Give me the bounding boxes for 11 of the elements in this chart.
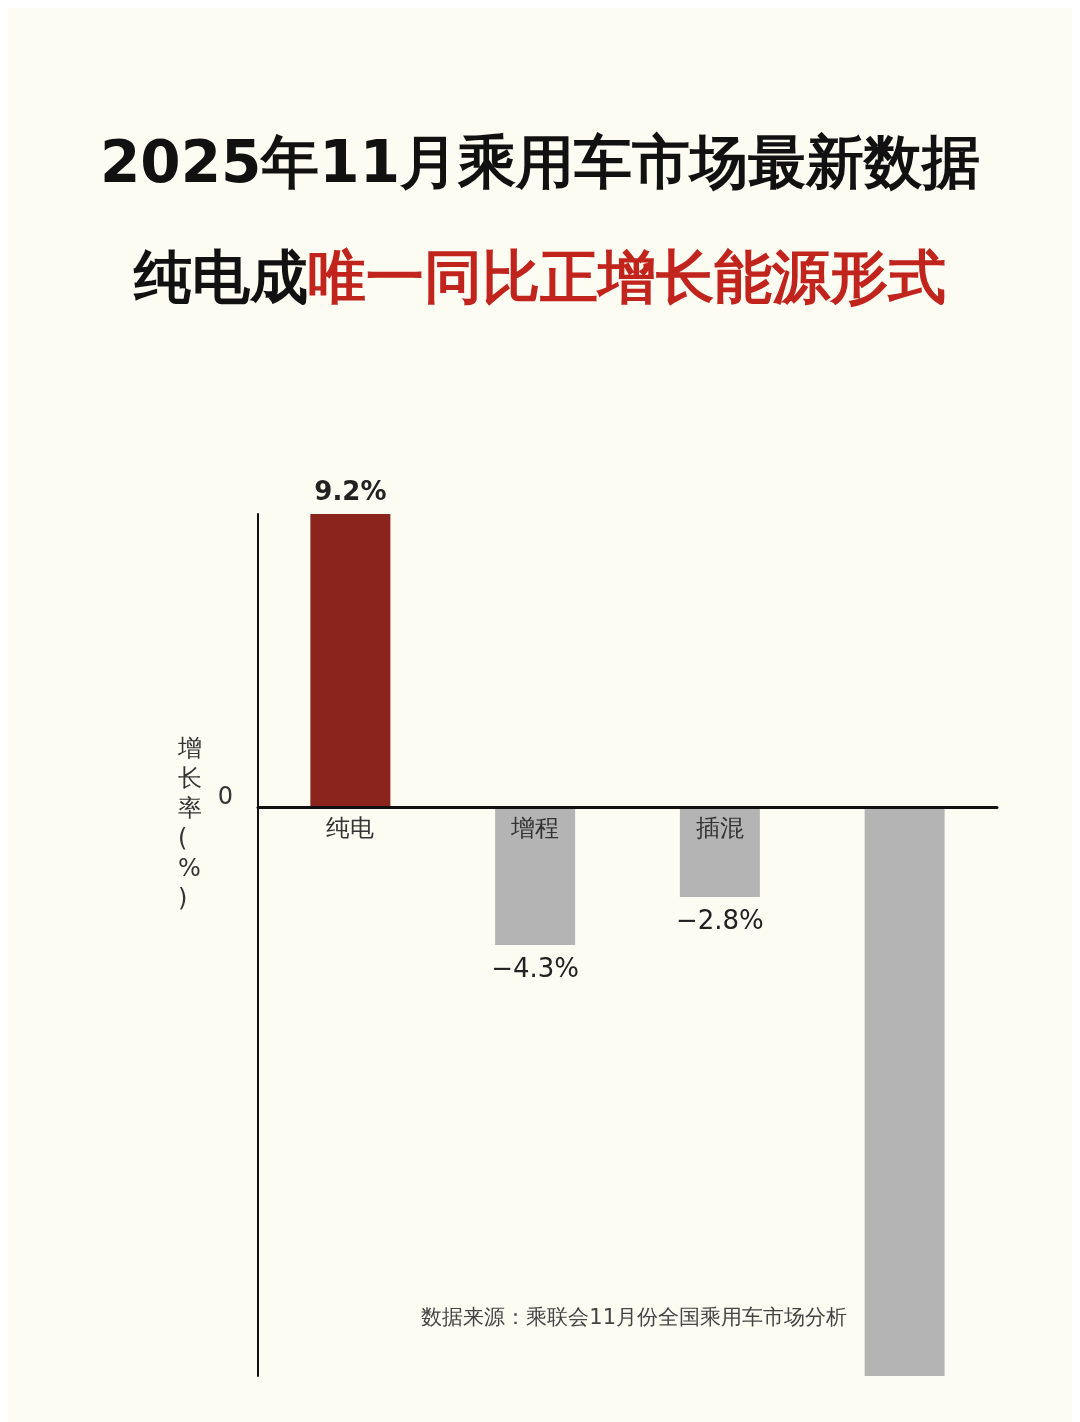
annotation: 数据来源：乘联会11月份全国乘用车市场分析 bbox=[421, 1304, 848, 1329]
chart-title: 2025年11月乘用车市场最新数据 bbox=[99, 128, 981, 196]
chart-subtitle: 纯电成唯一同比正增长能源形式 bbox=[133, 243, 946, 311]
x-tick-label: 纯电 bbox=[326, 813, 375, 842]
data-label: 9.2% bbox=[314, 476, 387, 506]
text: 0 bbox=[217, 781, 233, 810]
x-tick-label: 增程 bbox=[510, 813, 560, 842]
x-tick-label: 插混 bbox=[695, 813, 744, 842]
y-axis-title: 增长率(%) bbox=[177, 734, 202, 912]
data-label: −4.3% bbox=[491, 953, 580, 983]
data-label: −2.8% bbox=[675, 905, 764, 936]
